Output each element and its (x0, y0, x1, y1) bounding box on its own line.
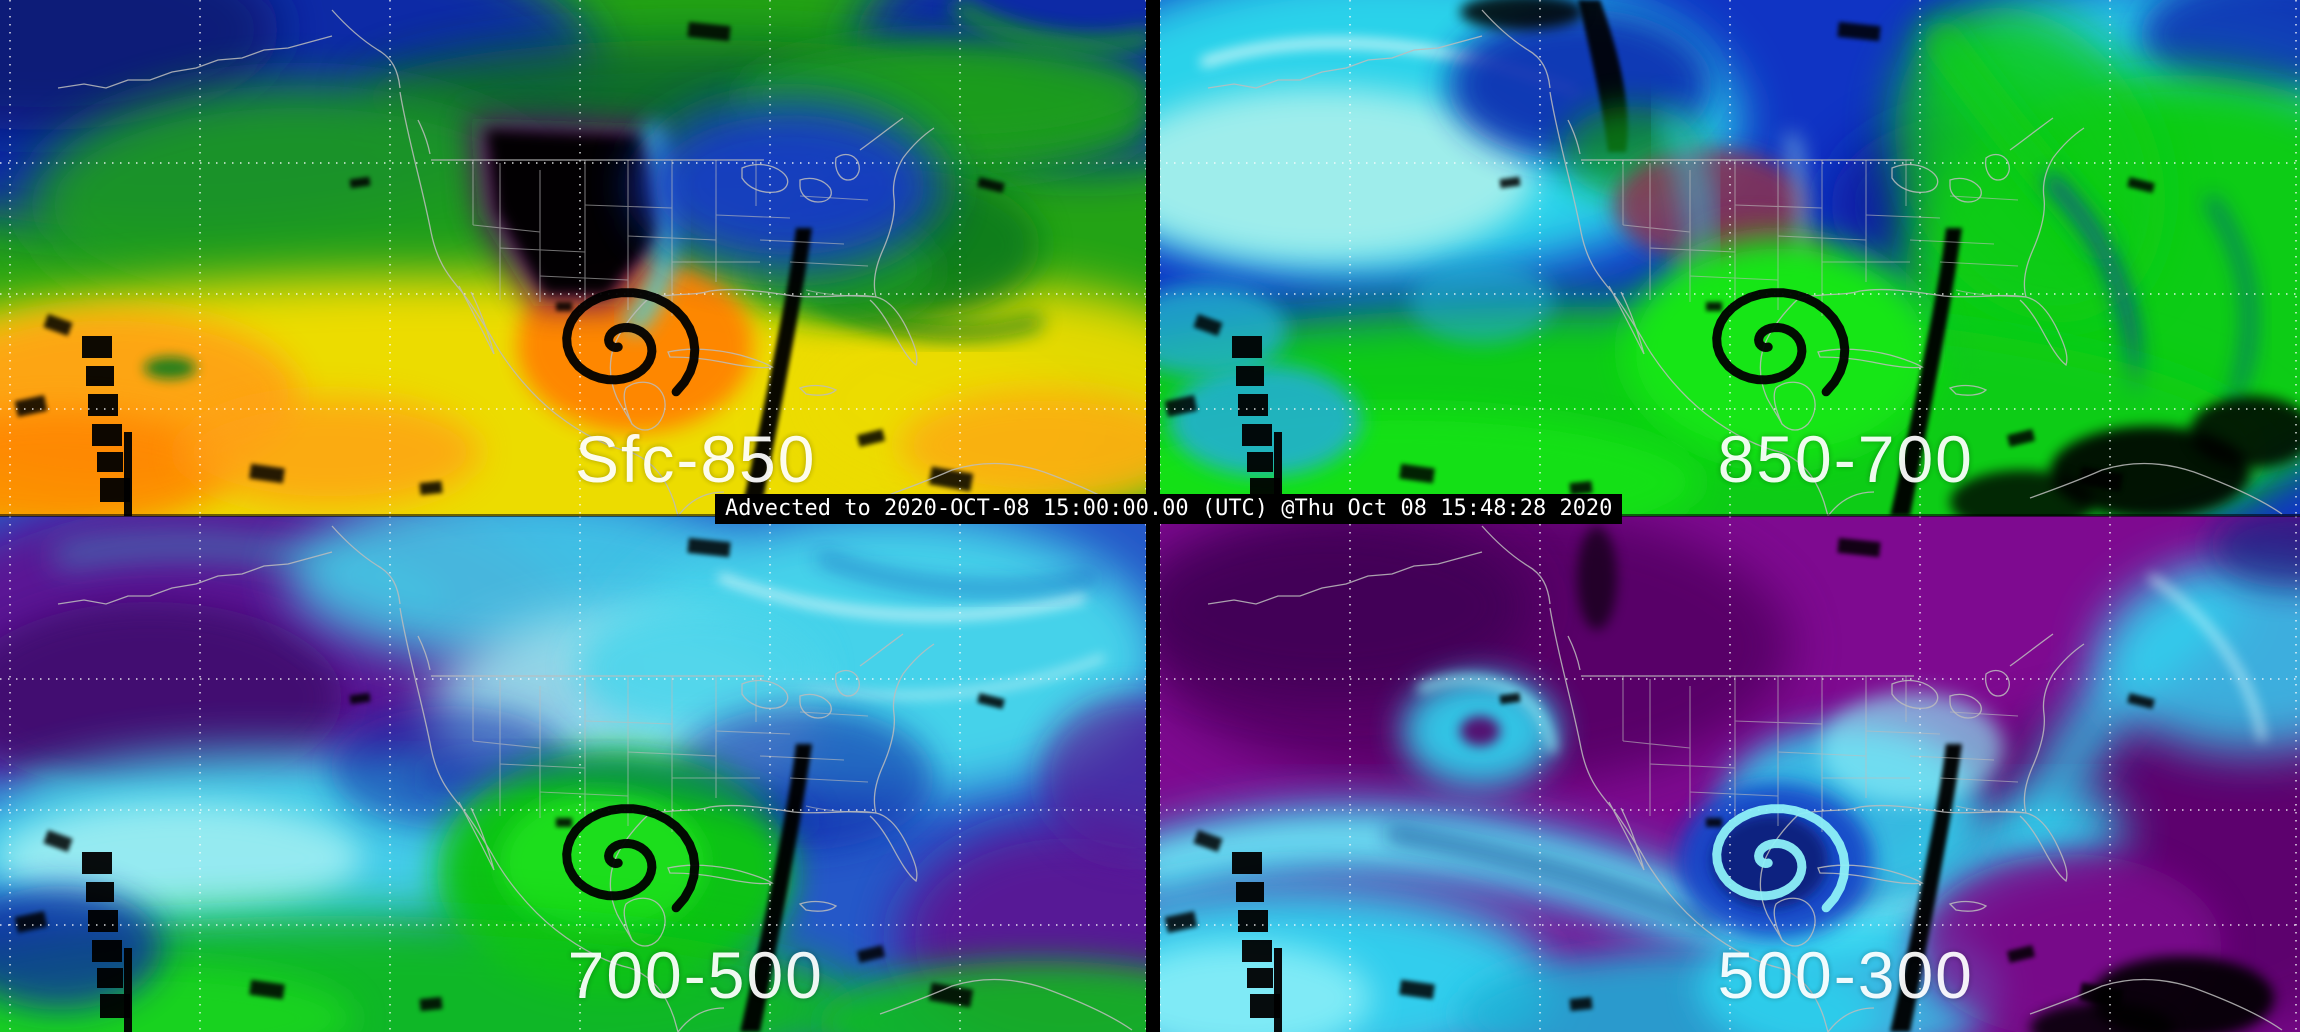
panel-label-700-500: 700-500 (567, 938, 824, 1013)
hurricane-spiral (1712, 804, 1850, 913)
coastline-overlay (1207, 525, 2283, 1032)
moisture-field-850-700 (1150, 0, 2300, 516)
state-borders-overlay (472, 160, 877, 316)
state-borders-overlay (1622, 160, 2027, 316)
hurricane-spiral (1712, 288, 1850, 397)
hurricane-spiral (562, 288, 700, 397)
timestamp-banner: Advected to 2020-OCT-08 15:00:00.00 (UTC… (715, 494, 1623, 524)
state-borders-overlay (472, 676, 877, 832)
coastline-overlay (1207, 9, 2283, 516)
coastline-overlay (57, 9, 1133, 516)
panel-label-sfc-850: Sfc-850 (575, 422, 817, 497)
moisture-field-500-300 (1150, 516, 2300, 1032)
panel-850-700[interactable]: 850-700 (1150, 0, 2300, 516)
coastline-overlay (57, 525, 1133, 1032)
hurricane-spiral (562, 804, 700, 913)
moisture-field-700-500 (0, 516, 1150, 1032)
panel-label-850-700: 850-700 (1717, 422, 1974, 497)
panel-label-500-300: 500-300 (1717, 938, 1974, 1013)
panel-500-300[interactable]: 500-300 (1150, 516, 2300, 1032)
panel-700-500[interactable]: 700-500 (0, 516, 1150, 1032)
panel-sfc-850[interactable]: Sfc-850 (0, 0, 1150, 516)
moisture-field-sfc-850 (0, 0, 1150, 516)
state-borders-overlay (1622, 676, 2027, 832)
